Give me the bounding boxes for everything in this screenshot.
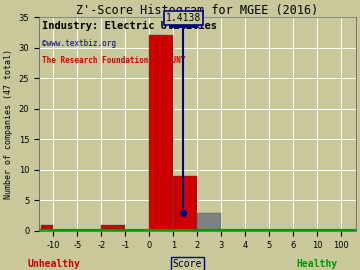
- Bar: [41, 225, 54, 231]
- Bar: [197, 212, 221, 231]
- Title: Z'-Score Histogram for MGEE (2016): Z'-Score Histogram for MGEE (2016): [76, 4, 319, 17]
- Bar: [102, 225, 125, 231]
- Text: Healthy: Healthy: [296, 259, 337, 269]
- Text: 1.4138: 1.4138: [166, 13, 201, 23]
- Text: Score: Score: [172, 259, 202, 269]
- Y-axis label: Number of companies (47 total): Number of companies (47 total): [4, 49, 13, 199]
- Text: Industry: Electric Utilities: Industry: Electric Utilities: [42, 21, 217, 32]
- Text: ©www.textbiz.org: ©www.textbiz.org: [42, 39, 116, 48]
- Text: The Research Foundation of SUNY: The Research Foundation of SUNY: [42, 56, 186, 65]
- Bar: [149, 35, 174, 231]
- Text: Unhealthy: Unhealthy: [28, 259, 80, 269]
- Bar: [174, 176, 197, 231]
